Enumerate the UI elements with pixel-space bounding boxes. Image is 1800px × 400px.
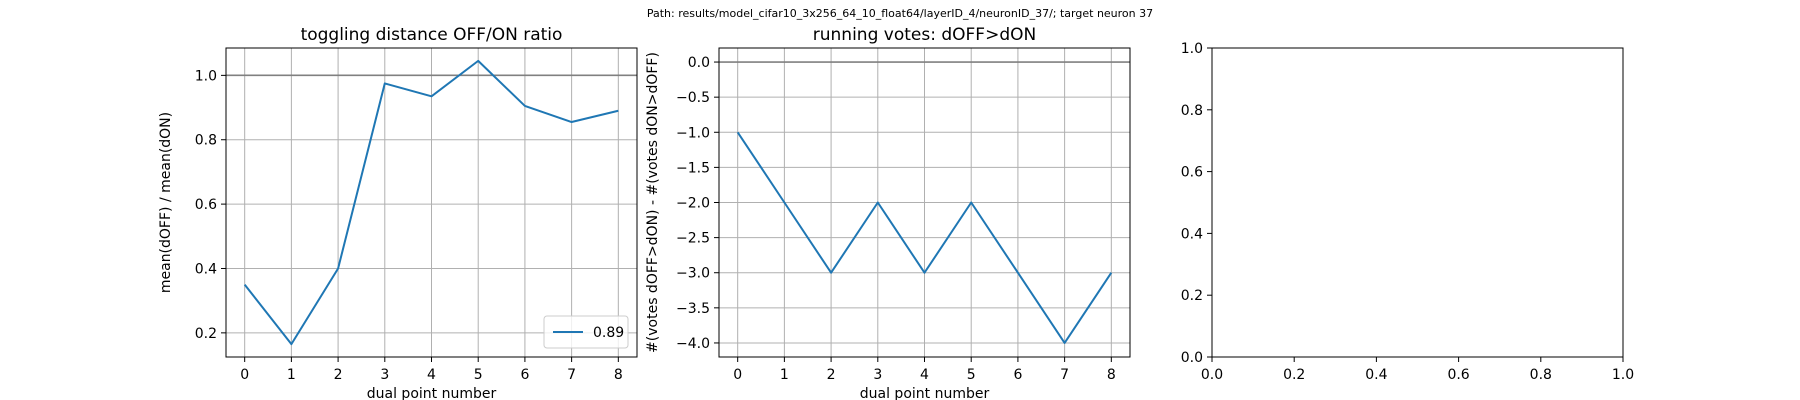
x-tick-label: 5 (967, 367, 976, 383)
y-tick-label: −1.5 (676, 160, 710, 176)
x-axis-label: dual point number (860, 386, 990, 400)
y-tick-label: −3.0 (676, 266, 710, 282)
chart-title: running votes: dOFF>dON (813, 25, 1036, 45)
x-tick-label: 0.6 (1447, 367, 1469, 383)
x-tick-label: 8 (1107, 367, 1116, 383)
y-tick-label: −3.5 (676, 301, 710, 317)
x-tick-label: 3 (873, 367, 882, 383)
figure-suptitle: Path: results/model_cifar10_3x256_64_10_… (647, 7, 1153, 20)
y-tick-label: −2.0 (676, 196, 710, 212)
y-tick-label: 0.4 (1181, 226, 1203, 242)
x-tick-label: 4 (920, 367, 929, 383)
y-tick-label: −1.0 (676, 125, 710, 141)
legend-box (543, 315, 629, 349)
axes-frame (1211, 47, 1624, 358)
x-axis-label: dual point number (367, 386, 497, 400)
legend-entry: 0.89 (593, 325, 624, 341)
chart-title: toggling distance OFF/ON ratio (301, 25, 563, 45)
x-tick-label: 4 (427, 367, 436, 383)
y-tick-label: 0.8 (195, 133, 217, 149)
y-axis-label: mean(dOFF) / mean(dON) (158, 112, 174, 293)
x-tick-label: 7 (1060, 367, 1069, 383)
panel-running-votes: 0 1 2 3 4 5 6 7 8 0.0 −0.5 −1.0 −1.5 −2.0 −2.5 −3.0 −3.5… (645, 25, 1131, 400)
y-tick-label: 0.6 (195, 197, 217, 213)
x-tick-label: 0.2 (1283, 367, 1305, 383)
y-tick-label: −0.5 (676, 90, 710, 106)
y-tick-label: 0.6 (1181, 165, 1203, 181)
x-tick-label: 6 (1013, 367, 1022, 383)
x-tick-label: 0.0 (1201, 367, 1223, 383)
y-tick-label: 0.2 (1181, 288, 1203, 304)
y-tick-label: 1.0 (1181, 41, 1203, 57)
x-tick-label: 7 (567, 367, 576, 383)
y-tick-label: −2.5 (676, 231, 710, 247)
y-axis-label: #(votes dOFF>dON) - #(votes dON>dOFF) (645, 52, 661, 353)
x-tick-label: 0.4 (1365, 367, 1387, 383)
y-tick-label: 0.0 (1181, 350, 1203, 366)
panel-toggling-distance: 0 1 2 3 4 5 6 7 8 0.2 0.4 0.6 0.8 1.0 toggling distanc… (158, 25, 638, 400)
x-tick-label: 5 (474, 367, 483, 383)
x-tick-label: 1 (287, 367, 296, 383)
x-tick-label: 0 (240, 367, 249, 383)
x-tick-label: 3 (380, 367, 389, 383)
x-tick-label: 0 (733, 367, 742, 383)
y-tick-label: −4.0 (676, 336, 710, 352)
y-tick-label: 0.8 (1181, 103, 1203, 119)
x-tick-label: 1 (780, 367, 789, 383)
x-tick-label: 0.8 (1530, 367, 1552, 383)
legend: 0.89 (543, 315, 629, 349)
y-tick-label: 0.2 (195, 326, 217, 342)
y-tick-label: 1.0 (195, 68, 217, 84)
y-tick-label: 0.0 (688, 55, 710, 71)
panel-empty: 0.0 0.2 0.4 0.6 0.8 1.0 0.0 0.2 0.4 0.6 0.8 1.0 (1181, 41, 1634, 383)
x-tick-label: 1.0 (1612, 367, 1634, 383)
x-tick-label: 6 (520, 367, 529, 383)
x-tick-label: 8 (614, 367, 623, 383)
x-tick-label: 2 (827, 367, 836, 383)
y-tick-label: 0.4 (195, 261, 217, 277)
x-tick-label: 2 (334, 367, 343, 383)
